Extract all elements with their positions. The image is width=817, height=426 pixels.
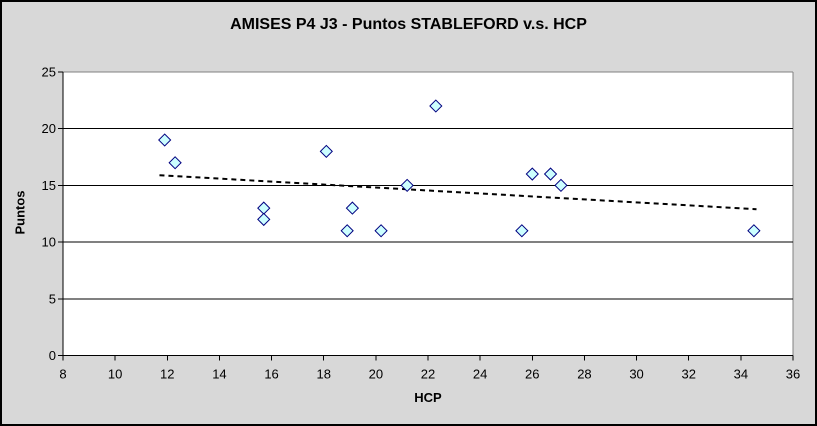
data-point-marker	[158, 133, 172, 147]
chart-title: AMISES P4 J3 - Puntos STABLEFORD v.s. HC…	[230, 16, 587, 33]
x-tick-label: 20	[369, 367, 383, 382]
y-axis-title: Puntos	[12, 190, 28, 235]
y-tick-label: 10	[42, 235, 56, 250]
data-point-marker	[747, 224, 761, 238]
data-point-marker	[543, 167, 558, 181]
y-tick-label: 0	[49, 348, 56, 363]
x-axis-title: HCP	[414, 390, 442, 405]
data-point-marker	[168, 156, 182, 170]
y-tick-label: 15	[42, 178, 56, 193]
x-tick-label: 34	[734, 367, 748, 382]
data-point-marker	[374, 224, 388, 238]
data-point-marker	[515, 224, 529, 238]
x-tick-label: 26	[525, 367, 539, 382]
data-point-marker	[257, 201, 271, 215]
x-tick-label: 8	[59, 367, 66, 382]
y-tick-label: 20	[42, 121, 56, 136]
y-tick-label: 25	[42, 65, 56, 80]
data-point-marker	[340, 224, 354, 238]
trendline	[159, 174, 757, 211]
x-tick-label: 10	[108, 367, 122, 382]
x-tick-label: 16	[264, 367, 278, 382]
data-point-marker	[554, 178, 568, 193]
x-tick-label: 14	[212, 367, 226, 382]
data-point-marker	[525, 167, 539, 181]
x-tick-label: 24	[473, 367, 487, 382]
x-tick-label: 12	[160, 367, 174, 382]
x-tick-label: 18	[316, 367, 330, 382]
data-point-marker	[345, 201, 360, 215]
data-point-marker	[429, 99, 443, 113]
plot-area	[63, 72, 793, 356]
y-tick-label: 5	[49, 291, 56, 306]
data-point-marker	[257, 212, 271, 227]
x-tick-label: 36	[786, 367, 800, 382]
x-tick-label: 30	[629, 367, 643, 382]
x-tick-label: 32	[681, 367, 695, 382]
x-tick-label: 22	[421, 367, 435, 382]
x-tick-label: 28	[577, 367, 591, 382]
data-point-marker	[400, 178, 414, 193]
data-point-marker	[319, 144, 333, 159]
